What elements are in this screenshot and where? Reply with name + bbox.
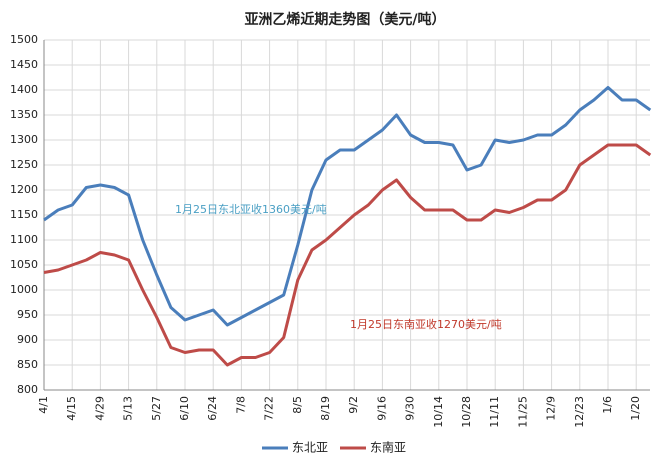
x-tick-label: 5/13 [122,396,135,421]
y-tick-label: 1200 [10,183,38,196]
y-tick-label: 1100 [10,233,38,246]
x-tick-label: 9/2 [347,396,360,414]
legend-label: 东北亚 [292,441,328,455]
x-tick-label: 12/23 [573,396,586,428]
line-series [43,143,652,367]
y-tick-label: 1250 [10,158,38,171]
line-series [43,86,652,327]
x-tick-label: 9/16 [375,396,388,421]
x-tick-label: 4/29 [93,396,106,421]
y-tick-label: 1050 [10,258,38,271]
y-tick-label: 1300 [10,133,38,146]
x-tick-label: 1/6 [601,396,614,414]
x-tick-label: 6/10 [178,396,191,421]
y-tick-label: 1000 [10,283,38,296]
x-tick-label: 11/25 [516,396,529,428]
y-tick-label: 1500 [10,33,38,46]
y-tick-label: 1400 [10,83,38,96]
x-tick-label: 11/11 [488,396,501,428]
annotation: 1月25日东北亚收1360美元/吨 [175,202,327,216]
y-tick-label: 1450 [10,58,38,71]
x-tick-label: 10/14 [432,396,445,428]
x-tick-label: 5/27 [150,396,163,421]
x-tick-label: 12/9 [545,396,558,421]
x-tick-label: 4/1 [37,396,50,414]
annotation: 1月25日东南亚收1270美元/吨 [350,317,502,331]
legend-label: 东南亚 [370,440,406,455]
x-tick-label: 4/15 [65,396,78,421]
y-tick-label: 850 [17,358,38,371]
x-tick-label: 10/28 [460,396,473,428]
x-tick-label: 1/20 [629,396,642,421]
x-tick-label: 6/24 [206,396,219,421]
x-tick-label: 7/8 [234,396,247,414]
y-tick-label: 900 [17,333,38,346]
x-tick-label: 8/19 [319,396,332,421]
y-tick-label: 1350 [10,108,38,121]
x-tick-label: 7/22 [263,396,276,421]
x-tick-label: 8/5 [291,396,304,414]
y-tick-label: 800 [17,383,38,396]
x-tick-label: 9/30 [404,396,417,421]
y-tick-label: 1150 [10,208,38,221]
chart-title: 亚洲乙烯近期走势图（美元/吨） [244,11,445,28]
y-tick-label: 950 [17,308,38,321]
